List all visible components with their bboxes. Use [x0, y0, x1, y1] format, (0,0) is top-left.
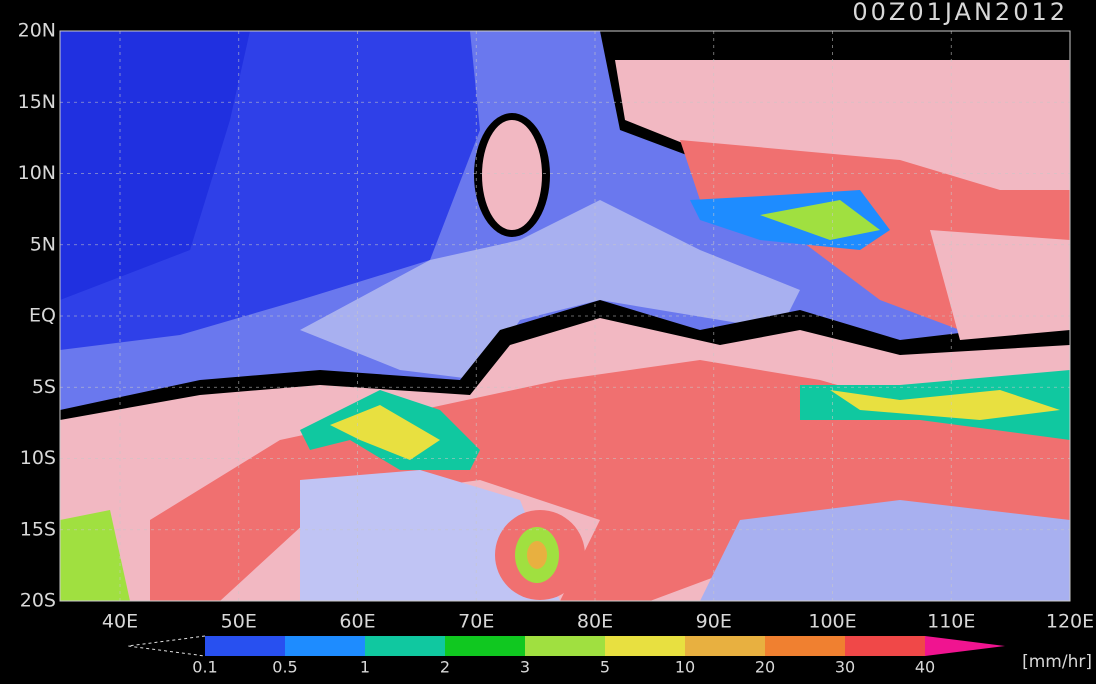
lon-label: 50E — [221, 611, 257, 633]
colorbar-segment — [765, 636, 845, 656]
colorbar-label: 0.1 — [192, 658, 217, 677]
colorbar-segment — [605, 636, 685, 656]
lat-label: 5S — [32, 376, 56, 398]
axes: 20N 15N 10N 5N EQ 5S 10S 15S 20S 40E 50E 60E 70E 80E 9… — [18, 20, 1095, 633]
colorbar-segment — [285, 636, 365, 656]
colorbar-segment — [205, 636, 285, 656]
colorbar-label: 1 — [360, 658, 370, 677]
lat-label: 20S — [20, 590, 56, 612]
lat-label: 10N — [18, 162, 56, 184]
lat-label: 15S — [20, 518, 56, 540]
lon-label: 40E — [102, 611, 138, 633]
lon-label: 100E — [808, 611, 856, 633]
colorbar-label: 3 — [520, 658, 530, 677]
colorbar: 0.1 0.5 1 2 3 5 10 20 30 40 [mm/hr] — [127, 635, 1092, 677]
colorbar-label: 40 — [915, 658, 935, 677]
colorbar-under-triangle — [127, 635, 206, 657]
lon-label: 110E — [927, 611, 975, 633]
lon-label: 80E — [577, 611, 613, 633]
colorbar-segment — [525, 636, 605, 656]
lon-label: 60E — [339, 611, 375, 633]
lat-label: EQ — [29, 305, 56, 327]
colorbar-segment — [685, 636, 765, 656]
lat-label: 10S — [20, 447, 56, 469]
lat-label: 15N — [18, 91, 56, 113]
lat-label: 5N — [30, 233, 56, 255]
colorbar-unit: [mm/hr] — [1022, 652, 1092, 672]
lon-label: 70E — [458, 611, 494, 633]
colorbar-label: 30 — [835, 658, 855, 677]
colorbar-segment — [845, 636, 925, 656]
lon-label: 90E — [696, 611, 732, 633]
colorbar-segment — [365, 636, 445, 656]
colorbar-label: 20 — [755, 658, 775, 677]
colorbar-label: 2 — [440, 658, 450, 677]
colorbar-label: 0.5 — [272, 658, 297, 677]
lat-label: 20N — [18, 20, 56, 42]
lon-label: 120E — [1046, 611, 1094, 633]
map-title: 00Z01JAN2012 — [852, 0, 1068, 26]
colorbar-over-triangle — [925, 636, 1005, 656]
precipitation-field — [60, 31, 1070, 601]
colorbar-label: 10 — [675, 658, 695, 677]
colorbar-segment — [445, 636, 525, 656]
colorbar-label: 5 — [600, 658, 610, 677]
